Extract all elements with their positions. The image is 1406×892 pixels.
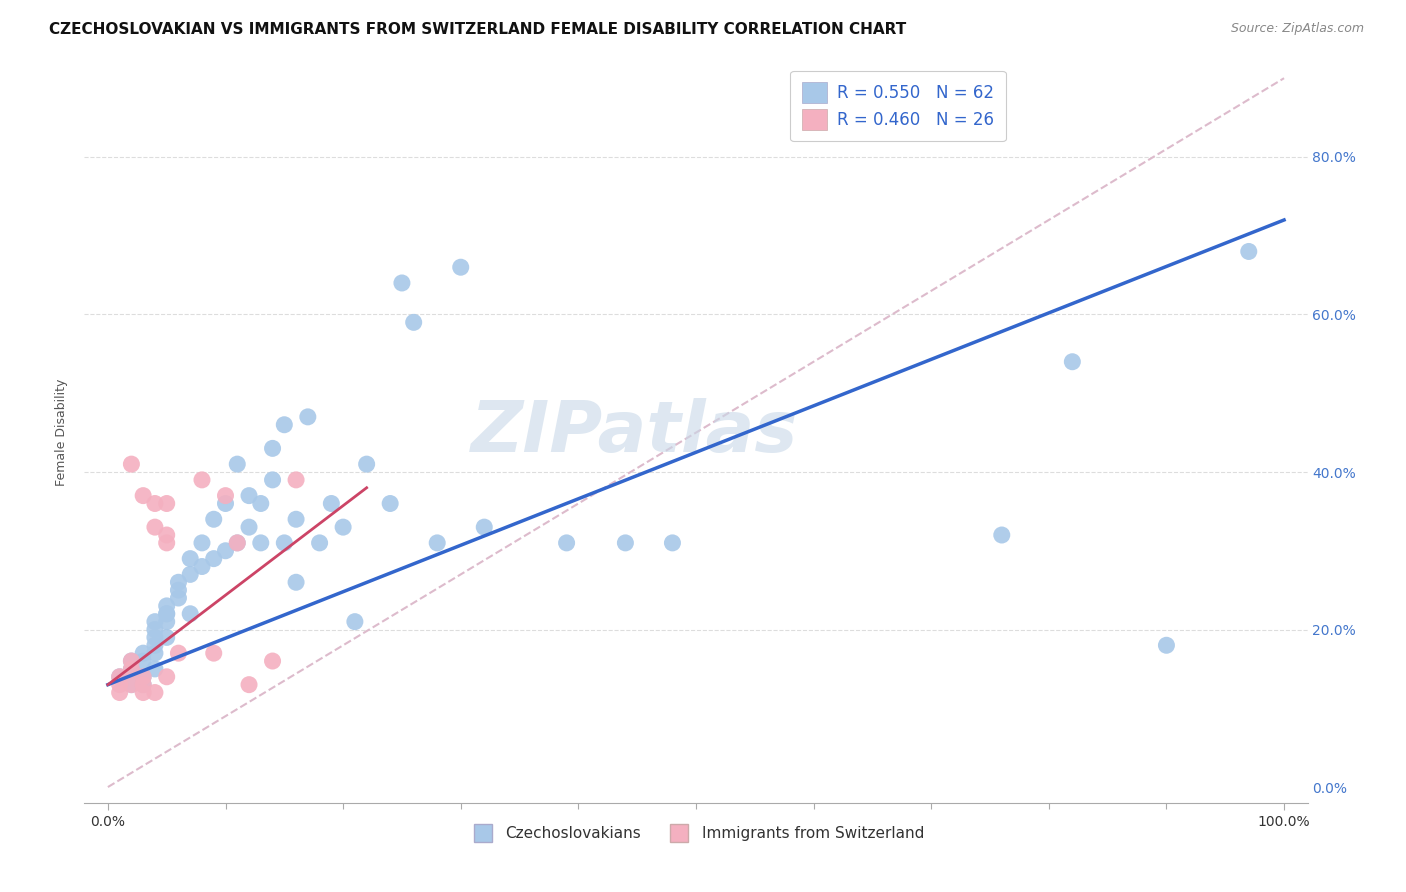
Point	[343, 615, 366, 629]
Point	[356, 457, 378, 471]
Point	[402, 315, 425, 329]
Point	[426, 536, 449, 550]
Point	[156, 528, 179, 542]
Point	[156, 615, 179, 629]
Text: ZIPatlas: ZIPatlas	[471, 398, 799, 467]
Point	[273, 417, 295, 432]
Point	[1156, 638, 1178, 652]
Point	[614, 536, 637, 550]
Point	[132, 670, 155, 684]
Point	[108, 670, 131, 684]
Point	[1237, 244, 1260, 259]
Point	[191, 473, 214, 487]
Point	[214, 543, 236, 558]
Point	[297, 409, 319, 424]
Point	[249, 496, 271, 510]
Point	[156, 496, 179, 510]
Point	[450, 260, 472, 275]
Point	[191, 559, 214, 574]
Point	[108, 678, 131, 692]
Point	[143, 646, 166, 660]
Point	[991, 528, 1014, 542]
Point	[262, 654, 284, 668]
Point	[120, 654, 142, 668]
Point	[238, 520, 260, 534]
Point	[132, 685, 155, 699]
Point	[167, 583, 190, 598]
Point	[249, 536, 271, 550]
Point	[202, 512, 225, 526]
Point	[179, 567, 201, 582]
Point	[120, 654, 142, 668]
Point	[132, 670, 155, 684]
Point	[132, 654, 155, 668]
Y-axis label: Female Disability: Female Disability	[55, 379, 69, 486]
Point	[285, 473, 308, 487]
Point	[143, 662, 166, 676]
Point	[132, 646, 155, 660]
Point	[156, 670, 179, 684]
Point	[262, 473, 284, 487]
Point	[472, 520, 495, 534]
Point	[226, 536, 249, 550]
Point	[179, 551, 201, 566]
Point	[156, 607, 179, 621]
Point	[108, 685, 131, 699]
Point	[191, 536, 214, 550]
Point	[143, 638, 166, 652]
Point	[214, 489, 236, 503]
Point	[238, 489, 260, 503]
Point	[321, 496, 343, 510]
Point	[143, 496, 166, 510]
Point	[156, 599, 179, 613]
Text: CZECHOSLOVAKIAN VS IMMIGRANTS FROM SWITZERLAND FEMALE DISABILITY CORRELATION CHA: CZECHOSLOVAKIAN VS IMMIGRANTS FROM SWITZ…	[49, 22, 907, 37]
Text: Source: ZipAtlas.com: Source: ZipAtlas.com	[1230, 22, 1364, 36]
Point	[226, 536, 249, 550]
Point	[143, 520, 166, 534]
Point	[108, 670, 131, 684]
Point	[132, 489, 155, 503]
Point	[156, 607, 179, 621]
Point	[132, 678, 155, 692]
Point	[143, 623, 166, 637]
Point	[214, 496, 236, 510]
Point	[132, 678, 155, 692]
Point	[332, 520, 354, 534]
Point	[179, 607, 201, 621]
Point	[156, 631, 179, 645]
Point	[380, 496, 402, 510]
Point	[555, 536, 578, 550]
Point	[143, 685, 166, 699]
Point	[120, 662, 142, 676]
Point	[167, 591, 190, 605]
Point	[120, 678, 142, 692]
Point	[391, 276, 413, 290]
Point	[308, 536, 330, 550]
Point	[202, 646, 225, 660]
Point	[156, 536, 179, 550]
Point	[1062, 355, 1084, 369]
Point	[167, 646, 190, 660]
Point	[120, 678, 142, 692]
Point	[285, 512, 308, 526]
Point	[273, 536, 295, 550]
Point	[167, 575, 190, 590]
Point	[285, 575, 308, 590]
Point	[262, 442, 284, 456]
Point	[143, 615, 166, 629]
Point	[661, 536, 683, 550]
Point	[143, 631, 166, 645]
Point	[226, 457, 249, 471]
Point	[120, 662, 142, 676]
Point	[120, 457, 142, 471]
Legend: Czechoslovakians, Immigrants from Switzerland: Czechoslovakians, Immigrants from Switze…	[461, 820, 931, 847]
Point	[202, 551, 225, 566]
Point	[238, 678, 260, 692]
